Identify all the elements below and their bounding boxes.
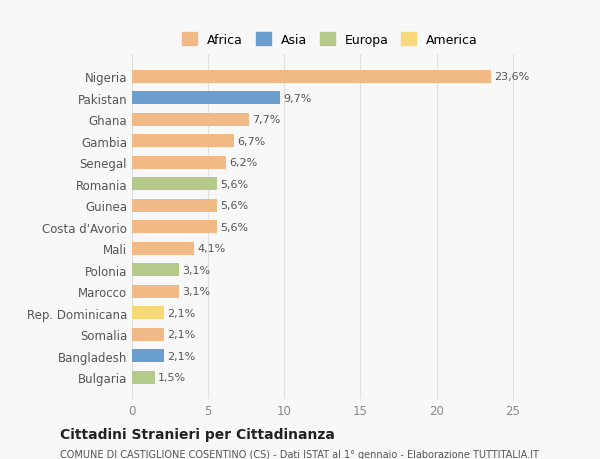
- Text: 1,5%: 1,5%: [158, 372, 186, 382]
- Text: 3,1%: 3,1%: [182, 265, 211, 275]
- Text: 5,6%: 5,6%: [220, 201, 248, 211]
- Text: Cittadini Stranieri per Cittadinanza: Cittadini Stranieri per Cittadinanza: [60, 427, 335, 441]
- Legend: Africa, Asia, Europa, America: Africa, Asia, Europa, America: [176, 27, 484, 53]
- Bar: [132, 328, 164, 341]
- Text: 4,1%: 4,1%: [197, 244, 226, 254]
- Bar: [132, 371, 155, 384]
- Text: 6,2%: 6,2%: [229, 158, 258, 168]
- Bar: [132, 221, 217, 234]
- Text: 5,6%: 5,6%: [220, 222, 248, 232]
- Bar: [132, 157, 226, 169]
- Bar: [132, 135, 234, 148]
- Bar: [132, 113, 249, 127]
- Text: 7,7%: 7,7%: [253, 115, 281, 125]
- Bar: [132, 199, 217, 212]
- Text: 9,7%: 9,7%: [283, 94, 311, 104]
- Text: 23,6%: 23,6%: [494, 72, 530, 82]
- Text: COMUNE DI CASTIGLIONE COSENTINO (CS) - Dati ISTAT al 1° gennaio - Elaborazione T: COMUNE DI CASTIGLIONE COSENTINO (CS) - D…: [60, 449, 539, 459]
- Bar: [132, 71, 491, 84]
- Text: 6,7%: 6,7%: [237, 136, 265, 146]
- Text: 5,6%: 5,6%: [220, 179, 248, 189]
- Bar: [132, 263, 179, 276]
- Bar: [132, 242, 194, 255]
- Text: 2,1%: 2,1%: [167, 351, 195, 361]
- Bar: [132, 285, 179, 298]
- Bar: [132, 92, 280, 105]
- Text: 2,1%: 2,1%: [167, 330, 195, 339]
- Text: 2,1%: 2,1%: [167, 308, 195, 318]
- Bar: [132, 307, 164, 319]
- Bar: [132, 178, 217, 191]
- Bar: [132, 349, 164, 362]
- Text: 3,1%: 3,1%: [182, 286, 211, 297]
